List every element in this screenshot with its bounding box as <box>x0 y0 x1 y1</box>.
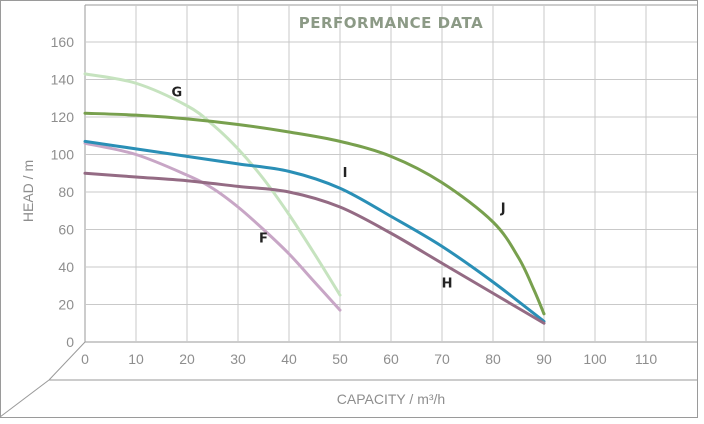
y-tick-80: 80 <box>58 184 74 200</box>
y-tick-40: 40 <box>58 259 74 275</box>
x-tick-30: 30 <box>230 351 246 367</box>
x-tick-100: 100 <box>583 351 607 367</box>
floor-left-edge <box>48 341 86 381</box>
x-tick-40: 40 <box>281 351 297 367</box>
x-tick-80: 80 <box>485 351 501 367</box>
series-line-H <box>83 171 546 325</box>
curve-label-F: F <box>259 232 268 247</box>
x-axis-label: CAPACITY / m³/h <box>337 391 445 407</box>
x-tick-70: 70 <box>434 351 450 367</box>
x-tick-0: 0 <box>81 351 89 367</box>
x-tick-labels: 0 10 20 30 40 50 60 70 80 90 100 110 <box>81 351 657 367</box>
curve-label-I: I <box>343 166 348 181</box>
chart-frame <box>0 0 698 418</box>
grid <box>85 5 697 342</box>
series-lines <box>83 72 546 325</box>
x-tick-110: 110 <box>635 351 658 367</box>
y-tick-120: 120 <box>51 109 75 125</box>
y-tick-100: 100 <box>51 147 75 163</box>
chart-title: PERFORMANCE DATA <box>299 14 483 32</box>
curve-label-H: H <box>442 277 453 292</box>
x-tick-60: 60 <box>383 351 399 367</box>
x-tick-10: 10 <box>128 351 144 367</box>
y-tick-160: 160 <box>51 34 75 50</box>
curve-labels: G F J I H <box>171 85 505 291</box>
series-line-F <box>83 141 342 312</box>
y-tick-60: 60 <box>58 222 74 238</box>
series-line-J <box>83 111 546 316</box>
y-tick-labels: 0 20 40 60 80 100 120 140 160 <box>51 34 75 350</box>
x-tick-90: 90 <box>536 351 552 367</box>
y-axis-label: HEAD / m <box>20 160 36 222</box>
y-tick-140: 140 <box>51 72 75 88</box>
floor-corner-edge <box>0 379 50 418</box>
curve-label-G: G <box>171 85 182 100</box>
y-tick-20: 20 <box>58 297 74 313</box>
series-line-G <box>83 72 342 297</box>
series-line-I <box>83 139 546 323</box>
x-tick-20: 20 <box>179 351 195 367</box>
y-tick-0: 0 <box>66 334 74 350</box>
x-tick-50: 50 <box>332 351 348 367</box>
curve-label-J: J <box>500 202 506 217</box>
